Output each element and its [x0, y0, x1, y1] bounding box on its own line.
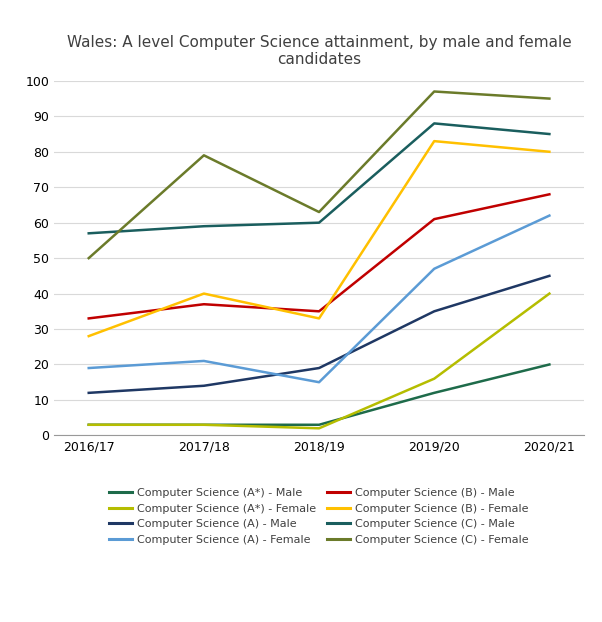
Legend: Computer Science (A*) - Male, Computer Science (A*) - Female, Computer Science (: Computer Science (A*) - Male, Computer S… [105, 483, 533, 549]
Title: Wales: A level Computer Science attainment, by male and female
candidates: Wales: A level Computer Science attainme… [67, 35, 571, 67]
